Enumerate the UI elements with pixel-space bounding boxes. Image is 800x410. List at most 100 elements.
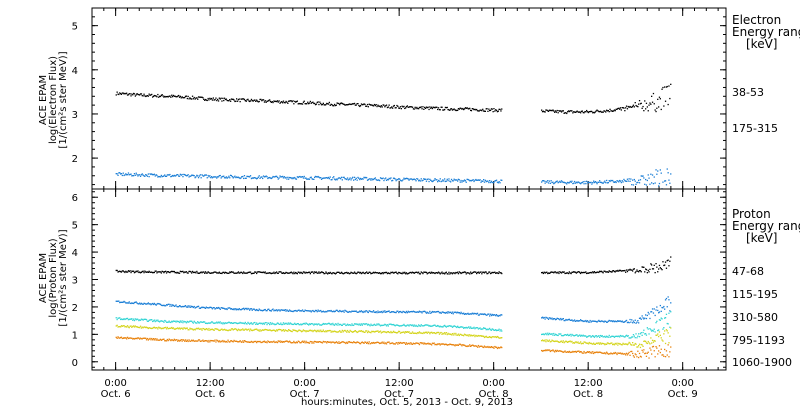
data-point (381, 178, 383, 180)
data-point (402, 106, 404, 108)
data-point (124, 301, 126, 303)
data-point (155, 304, 157, 306)
data-point (599, 270, 601, 272)
data-point (262, 341, 264, 343)
data-point (430, 179, 432, 181)
y-tick-label: 2 (72, 154, 78, 165)
data-point (346, 272, 349, 274)
data-point (152, 326, 155, 329)
data-point (205, 99, 207, 101)
data-point (561, 351, 564, 353)
data-point (284, 102, 286, 104)
data-point (197, 339, 200, 341)
data-point (183, 339, 185, 341)
data-point (207, 97, 209, 100)
data-point (560, 334, 563, 337)
data-point (324, 272, 326, 275)
data-point (591, 320, 593, 322)
data-point (554, 182, 556, 184)
data-point (638, 345, 640, 347)
data-point (372, 341, 375, 344)
data-point (436, 272, 438, 274)
data-point (247, 307, 249, 310)
data-point (424, 332, 426, 334)
data-point (252, 341, 254, 344)
data-point (374, 342, 376, 344)
data-point (213, 322, 215, 324)
data-point (131, 318, 133, 320)
data-point (327, 310, 329, 312)
data-point (288, 272, 290, 274)
data-point (228, 307, 230, 309)
data-point (242, 340, 244, 342)
data-point (210, 272, 213, 274)
data-point (429, 271, 431, 273)
data-point (433, 311, 435, 313)
data-point (309, 329, 311, 331)
data-point (460, 107, 462, 110)
data-point (575, 181, 577, 183)
data-point (610, 352, 612, 354)
data-point (573, 342, 576, 344)
data-point (325, 177, 327, 179)
data-point (333, 176, 335, 178)
data-point (315, 341, 318, 343)
data-point (499, 108, 501, 111)
data-point (468, 108, 470, 110)
data-point (294, 329, 296, 331)
data-point (281, 330, 283, 332)
data-point (559, 180, 561, 182)
data-point (351, 341, 353, 344)
data-point (323, 330, 325, 333)
data-point (623, 321, 625, 323)
data-point (458, 179, 460, 181)
data-point (350, 330, 352, 332)
data-point (136, 326, 138, 328)
x-tick-date-label: Oct. 9 (668, 389, 698, 400)
data-point (328, 322, 330, 325)
data-point (450, 343, 452, 345)
data-point (421, 272, 423, 274)
data-point (559, 110, 561, 112)
data-point (448, 344, 450, 346)
data-point (224, 98, 227, 101)
data-point (435, 106, 437, 108)
data-point (382, 331, 384, 333)
data-point (214, 176, 216, 178)
data-point (133, 270, 135, 272)
data-point (622, 353, 624, 355)
data-point (164, 174, 166, 176)
data-point (308, 310, 311, 312)
data-point (270, 341, 272, 343)
data-point (385, 271, 387, 274)
data-point (217, 100, 220, 102)
data-point (665, 297, 668, 300)
data-point (619, 336, 621, 338)
data-point (126, 326, 128, 328)
data-point (582, 271, 584, 274)
data-point (452, 334, 454, 336)
data-point (133, 318, 135, 320)
data-point (666, 322, 668, 325)
data-point (432, 332, 434, 334)
data-point (424, 178, 427, 180)
data-point (587, 272, 590, 274)
data-point (424, 271, 427, 273)
data-point (149, 327, 151, 329)
data-point (256, 328, 258, 330)
data-point (140, 174, 143, 176)
data-point (271, 309, 273, 311)
data-point (259, 340, 261, 343)
data-point (270, 310, 272, 312)
data-point (239, 177, 241, 180)
data-point (645, 108, 647, 110)
data-point (169, 321, 171, 323)
data-point (349, 177, 351, 179)
data-point (225, 98, 227, 100)
data-point (150, 94, 152, 96)
data-point (442, 343, 444, 345)
y-tick-label: 2 (72, 303, 78, 314)
data-point (330, 179, 332, 181)
data-point (599, 342, 602, 344)
series-47-68 (115, 256, 672, 275)
